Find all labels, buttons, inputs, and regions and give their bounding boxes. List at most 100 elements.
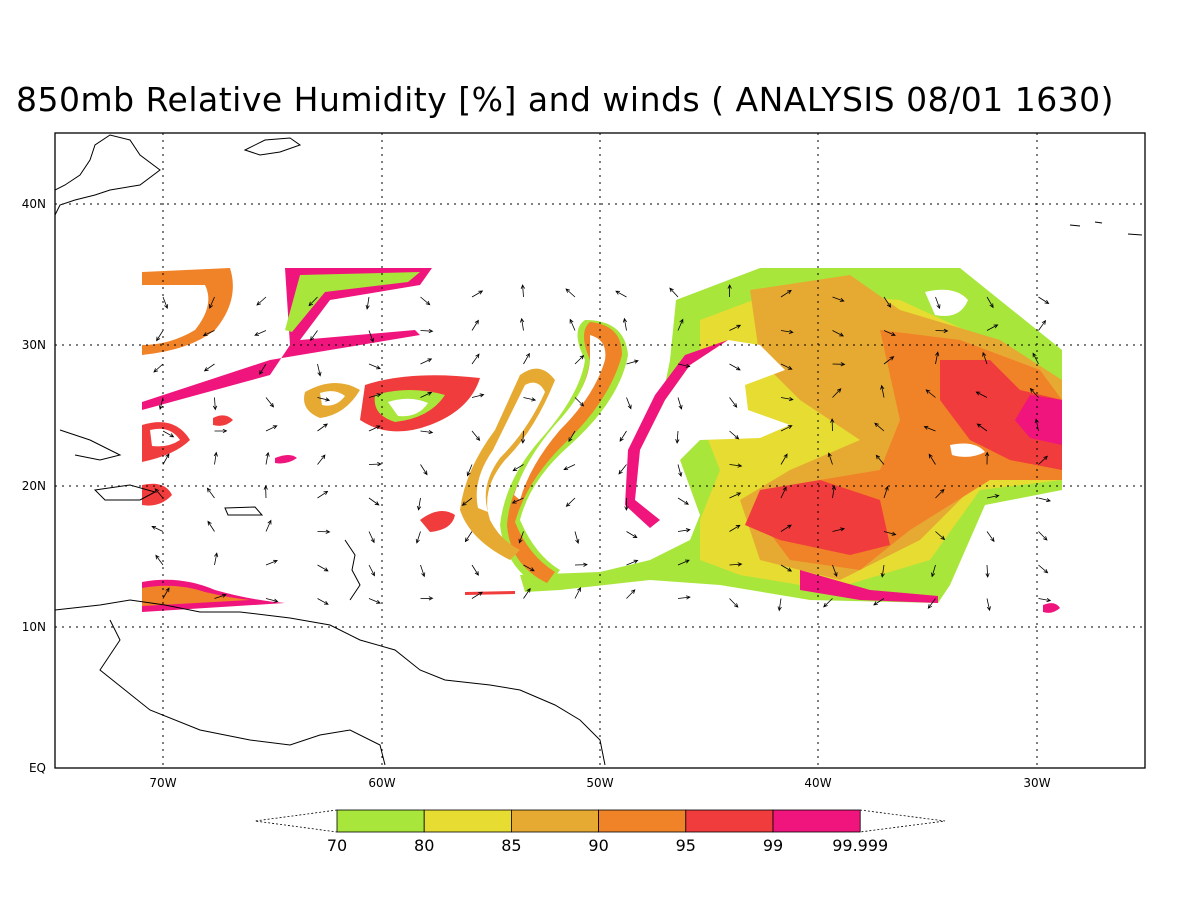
wind-arrow <box>1034 418 1039 432</box>
rh-dry-tongue-rim <box>625 340 728 528</box>
wind-arrow <box>677 559 690 566</box>
wind-arrow <box>162 453 170 465</box>
colorbar: 70 80 85 90 95 99 99.999 <box>254 809 946 855</box>
wind-arrow <box>780 425 793 432</box>
wind-arrow <box>368 462 382 467</box>
wind-arrow <box>212 397 218 411</box>
wind-arrow <box>880 384 885 398</box>
lat-tick-label: 30N <box>22 338 46 352</box>
wind-arrow <box>368 393 382 398</box>
wind-arrow <box>729 524 741 532</box>
wind-arrow <box>729 463 743 468</box>
wind-arrow <box>832 388 842 398</box>
coast-lesser-antilles <box>344 539 361 601</box>
wind-arrow <box>883 485 889 499</box>
wind-arrow <box>986 296 994 309</box>
wind-arrow <box>368 330 374 343</box>
colorbar-right-cap <box>859 809 946 833</box>
wind-arrow <box>511 497 524 504</box>
wind-arrow <box>677 318 684 331</box>
wind-arrow <box>677 397 683 410</box>
wind-arrow <box>523 397 537 402</box>
wind-arrow <box>155 554 164 566</box>
wind-arrow <box>203 363 215 372</box>
wind-arrow <box>574 586 581 599</box>
wind-arrow <box>935 488 945 499</box>
wind-arrow <box>471 591 483 599</box>
colorbar-swatch <box>423 809 512 833</box>
wind-arrow <box>669 287 679 298</box>
rh-mid-blob-1-in <box>320 391 345 406</box>
wind-arrow <box>780 396 794 402</box>
colorbar-label: 95 <box>676 836 696 855</box>
axis-labels: 70W 60W 50W 40W 30W 40N 30N 20N 10N EQ <box>22 197 1051 790</box>
wind-arrow <box>574 397 585 407</box>
wind-arrow <box>1029 387 1039 398</box>
rh-mid-blob-2-core <box>388 398 428 417</box>
wind-arrow <box>565 497 576 507</box>
wind-arrow <box>523 564 535 572</box>
rh-dot-2 <box>275 455 297 464</box>
wind-arrow <box>780 363 793 370</box>
rh-north-band-inner <box>285 272 420 332</box>
wind-arrow <box>883 531 897 536</box>
wind-arrow <box>265 425 278 432</box>
wind-arrow <box>1038 319 1047 331</box>
lon-tick-label: 40W <box>804 776 831 790</box>
colorbar-swatch <box>336 809 425 833</box>
lon-tick-label: 30W <box>1023 776 1050 790</box>
rh-band-south-99 <box>800 570 938 603</box>
lon-tick-label: 50W <box>586 776 613 790</box>
rh-dry-patch-e <box>950 443 985 457</box>
rh-blob-hispaniola <box>142 483 172 506</box>
wind-arrow <box>1038 296 1050 305</box>
wind-arrow <box>520 430 526 444</box>
wind-arrow <box>265 598 279 603</box>
wind-arrow <box>935 351 940 365</box>
rh-dot-3 <box>1043 603 1060 613</box>
wind-arrow <box>729 430 740 440</box>
wind-arrow <box>471 393 485 398</box>
wind-arrow <box>565 288 576 298</box>
wind-arrow <box>265 559 278 566</box>
wind-arrow <box>831 485 836 499</box>
map-frame <box>54 132 1146 769</box>
rh-central-inner-white <box>514 335 606 500</box>
wind-arrow <box>729 598 739 608</box>
rh-blob-w1 <box>420 511 455 532</box>
lon-tick-label: 60W <box>368 776 395 790</box>
wind-arrow <box>928 453 936 465</box>
wind-arrow <box>832 330 845 337</box>
wind-arrow <box>368 564 375 577</box>
wind-arrow <box>883 356 895 365</box>
colorbar-label: 70 <box>327 836 347 855</box>
lat-tick-label: 10N <box>22 620 46 634</box>
wind-arrow <box>985 564 990 578</box>
wind-arrow <box>729 562 743 567</box>
wind-arrow <box>729 492 742 499</box>
wind-arrow <box>626 589 636 599</box>
wind-arrow <box>464 531 473 543</box>
wind-arrow <box>626 397 632 410</box>
wind-arrow <box>471 290 484 298</box>
wind-arrow <box>317 454 326 465</box>
wind-arrow <box>214 428 228 434</box>
wind-arrow <box>471 564 479 576</box>
wind-arrow <box>520 317 525 331</box>
wind-arrow <box>420 429 434 435</box>
wind-arrow <box>618 464 627 475</box>
wind-arrow <box>925 389 936 398</box>
wind-arrow <box>827 452 833 465</box>
wind-arrow <box>780 329 794 334</box>
wind-arrow <box>151 526 164 532</box>
wind-arrow <box>523 587 531 599</box>
wind-arrow <box>622 317 628 331</box>
wind-arrow <box>207 520 215 532</box>
wind-arrow <box>677 528 691 533</box>
wind-arrow <box>471 430 481 442</box>
rh-region-east-95 <box>940 360 1062 470</box>
lat-tick-label: 20N <box>22 479 46 493</box>
wind-arrow <box>471 319 479 331</box>
wind-arrow <box>574 562 588 567</box>
